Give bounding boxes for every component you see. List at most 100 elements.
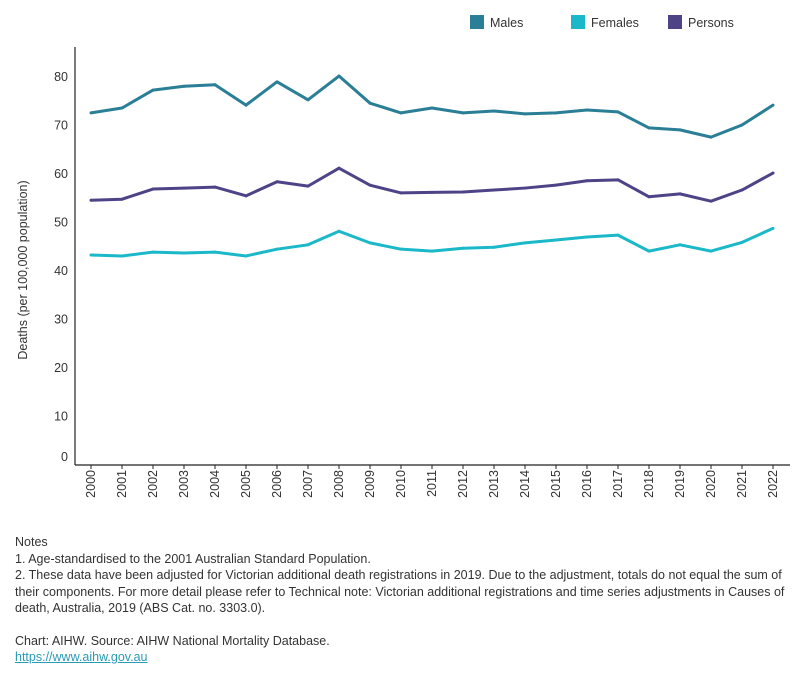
y-tick-label: 60 <box>54 167 68 181</box>
data-point-females <box>213 250 217 254</box>
data-point-females <box>182 251 186 255</box>
y-tick-label: 40 <box>54 264 68 278</box>
x-tick-label: 2000 <box>84 470 98 498</box>
data-point-males <box>554 111 558 115</box>
data-point-males <box>275 80 279 84</box>
data-point-males <box>585 108 589 112</box>
data-point-persons <box>492 188 496 192</box>
data-point-persons <box>771 171 775 175</box>
series-line-persons <box>90 166 774 203</box>
data-point-males <box>399 111 403 115</box>
data-point-females <box>89 253 93 257</box>
note-2: 2. These data have been adjusted for Vic… <box>15 568 785 615</box>
notes: Notes 1. Age-standardised to the 2001 Au… <box>15 534 790 666</box>
source-text: Chart: AIHW. Source: AIHW National Morta… <box>15 633 330 648</box>
notes-heading: Notes <box>15 535 48 549</box>
legend-label-males: Males <box>490 16 523 30</box>
line-chart: 0 10 20 30 40 50 60 70 80 Deaths (per 100,000 pop… <box>16 15 790 498</box>
data-point-males <box>678 128 682 132</box>
data-point-females <box>709 249 713 253</box>
x-tick-label: 2001 <box>115 470 129 498</box>
data-point-females <box>399 247 403 251</box>
x-tick-label: 2017 <box>611 470 625 498</box>
aihw-link[interactable]: https://www.aihw.gov.au <box>15 650 148 664</box>
y-axis-label: Deaths (per 100,000 population) <box>16 180 30 359</box>
legend-swatch-females <box>571 15 585 29</box>
data-point-persons <box>306 184 310 188</box>
data-point-persons <box>213 185 217 189</box>
y-tick-label: 50 <box>54 216 68 230</box>
data-point-males <box>337 74 341 78</box>
data-point-persons <box>120 197 124 201</box>
data-point-males <box>89 111 93 115</box>
data-point-females <box>430 249 434 253</box>
data-point-males <box>182 84 186 88</box>
data-point-persons <box>399 191 403 195</box>
data-point-females <box>647 249 651 253</box>
data-point-females <box>151 250 155 254</box>
x-tick-label: 2014 <box>518 470 532 498</box>
data-point-males <box>461 111 465 115</box>
data-point-persons <box>151 187 155 191</box>
data-point-persons <box>585 179 589 183</box>
legend-label-persons: Persons <box>688 16 734 30</box>
data-point-females <box>616 233 620 237</box>
x-tick-label: 2021 <box>735 470 749 498</box>
x-tick-label: 2008 <box>332 470 346 498</box>
x-tick-label: 2006 <box>270 470 284 498</box>
x-tick-label: 2003 <box>177 470 191 498</box>
note-1: 1. Age-standardised to the 2001 Australi… <box>15 551 371 566</box>
legend-swatch-males <box>470 15 484 29</box>
data-point-females <box>337 229 341 233</box>
data-point-persons <box>337 166 341 170</box>
data-point-males <box>368 101 372 105</box>
legend-label-females: Females <box>591 16 639 30</box>
data-point-females <box>585 235 589 239</box>
x-tick-label: 2007 <box>301 470 315 498</box>
data-point-persons <box>647 195 651 199</box>
data-point-males <box>771 103 775 107</box>
y-tick-label: 80 <box>54 70 68 84</box>
data-point-females <box>771 226 775 230</box>
data-point-males <box>306 98 310 102</box>
data-point-males <box>492 109 496 113</box>
data-point-females <box>120 254 124 258</box>
data-point-persons <box>461 190 465 194</box>
data-point-males <box>244 103 248 107</box>
x-tick-label: 2016 <box>580 470 594 498</box>
x-tick-label: 2011 <box>425 470 439 497</box>
data-point-males <box>430 106 434 110</box>
x-tick-label: 2019 <box>673 470 687 498</box>
x-tick-label: 2013 <box>487 470 501 498</box>
data-point-females <box>368 241 372 245</box>
data-point-males <box>213 83 217 87</box>
y-tick-label: 20 <box>54 361 68 375</box>
data-point-males <box>740 123 744 127</box>
x-tick-label: 2015 <box>549 470 563 498</box>
x-tick-label: 2010 <box>394 470 408 498</box>
data-point-males <box>523 112 527 116</box>
data-point-persons <box>430 190 434 194</box>
data-point-females <box>678 243 682 247</box>
data-point-persons <box>244 194 248 198</box>
data-point-males <box>647 126 651 130</box>
data-point-persons <box>678 192 682 196</box>
x-tick-label: 2020 <box>704 470 718 498</box>
legend-swatch-persons <box>668 15 682 29</box>
data-point-females <box>554 238 558 242</box>
data-point-males <box>616 110 620 114</box>
x-tick-label: 2004 <box>208 470 222 498</box>
x-tick-label: 2005 <box>239 470 253 498</box>
y-tick-label: 30 <box>54 313 68 327</box>
x-tick-label: 2002 <box>146 470 160 498</box>
data-point-persons <box>523 186 527 190</box>
data-point-males <box>151 88 155 92</box>
y-tick-label: 70 <box>54 119 68 133</box>
data-point-persons <box>368 183 372 187</box>
x-tick-label: 2018 <box>642 470 656 498</box>
x-tick-label: 2009 <box>363 470 377 498</box>
data-point-males <box>120 106 124 110</box>
data-point-females <box>740 240 744 244</box>
data-point-females <box>523 241 527 245</box>
